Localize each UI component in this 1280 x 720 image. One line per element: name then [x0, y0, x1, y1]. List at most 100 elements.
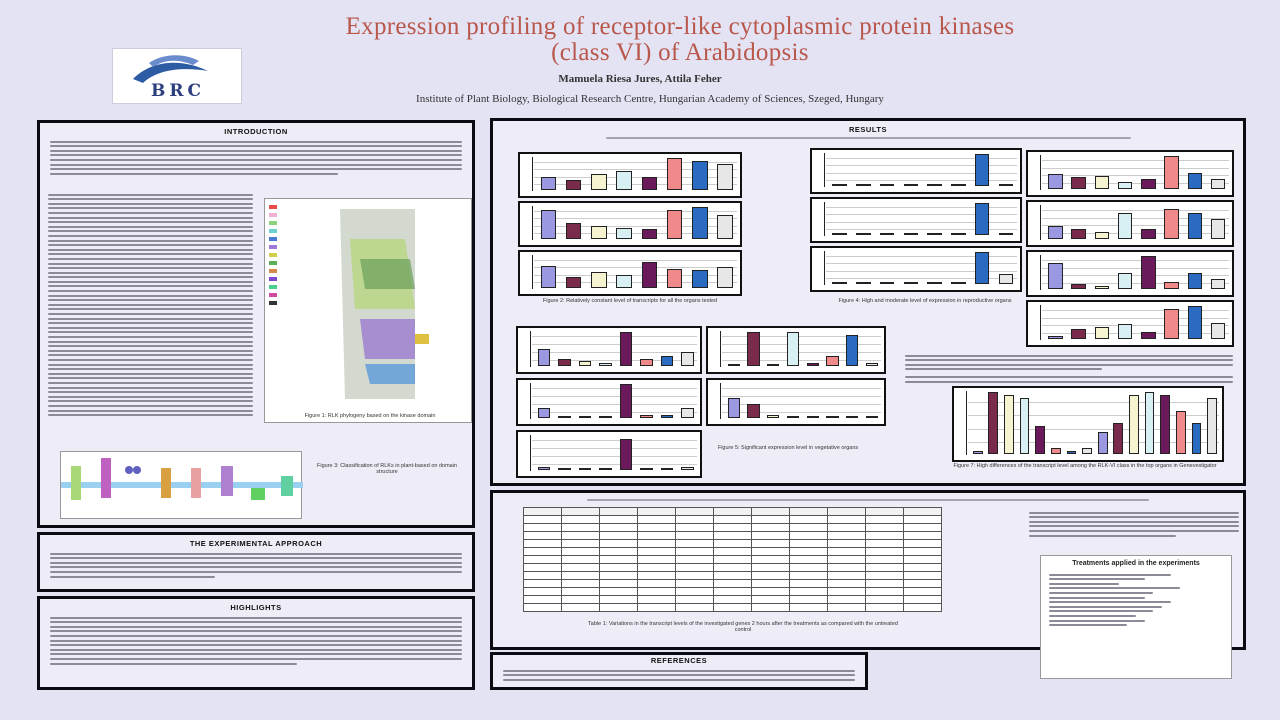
chart-bar: [951, 233, 966, 235]
table-cell: [713, 595, 752, 604]
chart-bar: [540, 265, 557, 288]
chart-bar: [537, 466, 551, 470]
table-cell: [865, 523, 904, 532]
y-axis: [824, 251, 825, 285]
gridline: [1042, 333, 1229, 335]
table-cell: [713, 539, 752, 548]
table-cell: [561, 595, 600, 604]
table-cell: [713, 563, 752, 572]
table-cell: [675, 515, 714, 524]
chart-bar: [1113, 423, 1124, 454]
y-axis: [824, 202, 825, 236]
gridline: [1042, 325, 1229, 327]
chart-bar: [903, 184, 919, 186]
table-cell: [751, 547, 790, 556]
table-cell: [523, 571, 562, 580]
chart-bar: [1048, 174, 1063, 189]
chart-bar: [974, 252, 990, 284]
chart-bar: [641, 262, 658, 288]
table-cell: [675, 595, 714, 604]
table-cell: [903, 563, 942, 572]
table-cell: [675, 587, 714, 596]
gridline: [534, 218, 737, 220]
introduction-heading: INTRODUCTION: [224, 127, 288, 136]
table-cell: [561, 603, 600, 612]
table-row: [523, 603, 942, 612]
gridline: [1042, 283, 1229, 285]
chart-bar: [717, 267, 733, 288]
phylogeny-figure: [264, 198, 472, 423]
chart-bar: [1066, 450, 1077, 454]
chart-bar: [565, 276, 582, 288]
chart-bar: [927, 282, 942, 284]
highlights-text: [40, 612, 472, 669]
chart-bar: [578, 416, 592, 418]
chart-bar: [1094, 285, 1110, 289]
fig7-caption: Figure 7: High differences of the transc…: [953, 463, 1217, 469]
chart-bar: [666, 158, 683, 190]
table-cell: [827, 587, 866, 596]
chart-bar: [727, 364, 740, 366]
gridline: [722, 352, 881, 353]
y-axis: [1040, 305, 1041, 340]
chart-bar: [1117, 324, 1133, 339]
chart-bar: [558, 468, 571, 470]
fig2-caption: Figure 2: Relatively constant level of t…: [542, 298, 718, 304]
chart-bar: [1117, 272, 1133, 289]
y-axis: [720, 383, 721, 419]
institute: Institute of Plant Biology, Biological R…: [416, 93, 884, 105]
chart-bar: [1048, 335, 1063, 339]
chart-bar: [540, 210, 557, 239]
fig5-right-chart-2: [706, 378, 886, 426]
chart-bar: [660, 468, 674, 470]
chart-bar: [1071, 329, 1086, 339]
table-cell: [599, 579, 638, 588]
gridline: [532, 396, 697, 397]
table-row: [523, 515, 942, 524]
chart-bar: [1035, 426, 1045, 454]
table-row: [523, 587, 942, 596]
table-cell: [789, 595, 828, 604]
table-cell: [523, 515, 562, 524]
chart-bar: [879, 184, 895, 186]
gridline: [534, 274, 737, 276]
table-cell: [865, 539, 904, 548]
treatments-title: Treatments applied in the experiments: [1072, 560, 1200, 567]
gridline: [826, 263, 1017, 265]
gridline: [534, 267, 737, 269]
table-cell: [561, 555, 600, 564]
y-axis: [1040, 155, 1041, 190]
table-cell: [789, 587, 828, 596]
table-cell: [675, 531, 714, 540]
table-cell: [523, 603, 562, 612]
gridline: [1042, 225, 1229, 227]
chart-bar: [865, 416, 879, 418]
table-title: [586, 499, 1150, 501]
table-cell: [599, 603, 638, 612]
table-cell: [561, 523, 600, 532]
gridline: [532, 456, 697, 457]
chart-bar: [951, 282, 966, 284]
gridline: [968, 428, 1219, 430]
table-row: [523, 523, 942, 532]
gridline: [532, 448, 697, 449]
y-axis: [532, 206, 533, 240]
gridline: [968, 415, 1219, 417]
gridline: [722, 396, 881, 397]
table-cell: [713, 515, 752, 524]
gridline: [534, 161, 737, 163]
table-cell: [789, 579, 828, 588]
chart-bar: [832, 282, 847, 284]
table-cell: [903, 531, 942, 540]
gridline: [1042, 309, 1229, 311]
chart-bar: [1094, 232, 1110, 239]
gridline: [826, 221, 1017, 223]
poster-title-line1: Expression profiling of receptor-like cy…: [345, 13, 1015, 40]
chart-bar: [591, 226, 607, 239]
table-cell: [865, 563, 904, 572]
introduction-panel: INTRODUCTION: [37, 120, 475, 528]
table-row: [523, 595, 942, 604]
chart-bar: [599, 362, 612, 366]
poster-title: Expression profiling of receptor-like cy…: [120, 14, 1240, 66]
gridline: [1042, 159, 1229, 161]
